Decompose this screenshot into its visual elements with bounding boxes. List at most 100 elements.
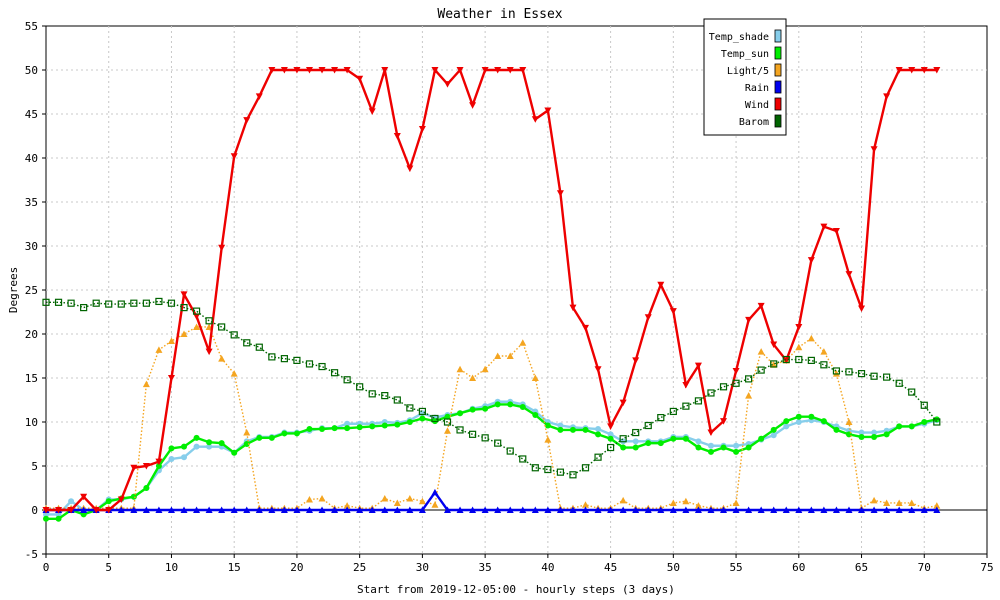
point-barom-17 — [255, 343, 263, 351]
point-rain-18 — [268, 506, 276, 513]
point-temp-sun-39 — [532, 411, 539, 418]
point-temp-shade-47 — [632, 438, 639, 445]
point-barom-4 — [92, 299, 100, 307]
point-wind-55 — [732, 367, 740, 375]
point-light-5-67 — [883, 499, 891, 506]
point-temp-shade-45 — [607, 431, 614, 438]
point-light-5-21 — [305, 495, 313, 503]
point-barom-47 — [632, 428, 640, 437]
x-tick-label-2: 10 — [165, 561, 178, 574]
point-wind-3 — [80, 493, 88, 501]
point-barom-66 — [870, 372, 878, 380]
point-temp-sun-42 — [569, 426, 576, 433]
point-temp-sun-61 — [808, 413, 815, 420]
point-wind-13 — [205, 348, 213, 356]
point-barom-45 — [606, 443, 615, 452]
point-light-5-31 — [431, 501, 439, 508]
point-rain-46 — [619, 506, 627, 513]
point-wind-66 — [870, 146, 878, 153]
point-temp-sun-12 — [193, 434, 200, 441]
point-wind-65 — [858, 305, 866, 312]
point-barom-19 — [280, 355, 288, 363]
legend-label-light-5: Light/5 — [727, 66, 769, 77]
x-tick-label-14: 70 — [918, 561, 931, 574]
point-temp-shade-13 — [206, 443, 213, 450]
point-wind-70 — [920, 67, 928, 74]
point-barom-68 — [895, 379, 903, 387]
point-barom-69 — [908, 388, 916, 396]
point-barom-30 — [418, 407, 426, 416]
point-barom-21 — [305, 360, 314, 368]
point-light-5-56 — [745, 392, 753, 399]
point-temp-shade-55 — [733, 442, 740, 449]
x-tick-label-10: 50 — [667, 561, 680, 574]
point-barom-64 — [845, 368, 853, 376]
point-barom-59 — [782, 355, 790, 364]
point-wind-17 — [255, 93, 263, 100]
point-temp-sun-38 — [519, 404, 526, 411]
point-light-5-38 — [519, 339, 527, 346]
point-wind-56 — [745, 316, 753, 324]
point-temp-shade-52 — [695, 438, 702, 445]
point-barom-63 — [832, 367, 841, 375]
point-light-5-27 — [381, 495, 389, 502]
point-rain-52 — [694, 506, 702, 513]
x-tick-label-0: 0 — [43, 561, 50, 574]
point-wind-34 — [469, 102, 477, 109]
point-temp-sun-21 — [306, 426, 313, 433]
point-rain-40 — [544, 506, 552, 513]
point-wind-51 — [682, 382, 690, 389]
point-rain-44 — [594, 506, 602, 513]
point-barom-37 — [506, 447, 514, 455]
point-rain-65 — [858, 506, 866, 513]
chart-title: Weather in Essex — [437, 7, 562, 22]
point-temp-sun-15 — [231, 449, 238, 456]
series-wind — [42, 67, 941, 514]
point-rain-70 — [920, 506, 928, 513]
point-temp-sun-28 — [394, 421, 401, 428]
x-tick-label-15: 75 — [980, 561, 993, 574]
point-light-5-52 — [694, 502, 702, 509]
point-wind-37 — [506, 67, 514, 74]
point-rain-15 — [230, 506, 238, 513]
point-rain-24 — [343, 506, 351, 513]
point-rain-28 — [393, 506, 401, 513]
point-light-5-61 — [807, 334, 815, 342]
point-temp-sun-62 — [820, 418, 827, 425]
point-barom-32 — [443, 418, 452, 426]
point-barom-50 — [669, 407, 677, 416]
point-wind-42 — [569, 304, 577, 312]
point-rain-39 — [531, 506, 539, 513]
legend-label-barom: Barom — [739, 117, 769, 128]
point-light-5-30 — [418, 497, 426, 505]
x-tick-label-13: 65 — [855, 561, 868, 574]
point-temp-shade-44 — [595, 426, 602, 433]
point-rain-34 — [469, 506, 477, 513]
tick-labels: 0 5 10 15 20 25 30 35 40 45 50 55 60 65 70 75 -5 0 5 10 15 20… — [25, 20, 994, 574]
point-rain-57 — [757, 506, 765, 513]
point-rain-33 — [456, 506, 464, 513]
point-barom-58 — [770, 360, 778, 368]
point-rain-43 — [582, 506, 590, 513]
point-wind-27 — [381, 67, 389, 74]
point-rain-47 — [632, 506, 640, 513]
point-barom-8 — [142, 299, 150, 307]
point-temp-sun-70 — [921, 419, 928, 425]
point-wind-26 — [368, 108, 376, 115]
series-barom — [42, 297, 941, 479]
point-temp-sun-36 — [494, 401, 501, 408]
point-rain-49 — [657, 506, 665, 513]
point-wind-16 — [243, 117, 251, 124]
point-temp-sun-67 — [883, 431, 890, 438]
point-wind-8 — [142, 463, 150, 470]
series-group — [42, 67, 941, 522]
point-barom-49 — [657, 414, 665, 422]
point-temp-sun-51 — [682, 435, 689, 442]
point-barom-33 — [456, 426, 464, 434]
point-temp-sun-32 — [444, 413, 451, 420]
x-tick-label-11: 55 — [729, 561, 742, 574]
point-rain-69 — [908, 506, 916, 513]
point-barom-39 — [531, 464, 539, 472]
point-rain-42 — [569, 506, 577, 513]
point-rain-14 — [218, 506, 226, 513]
